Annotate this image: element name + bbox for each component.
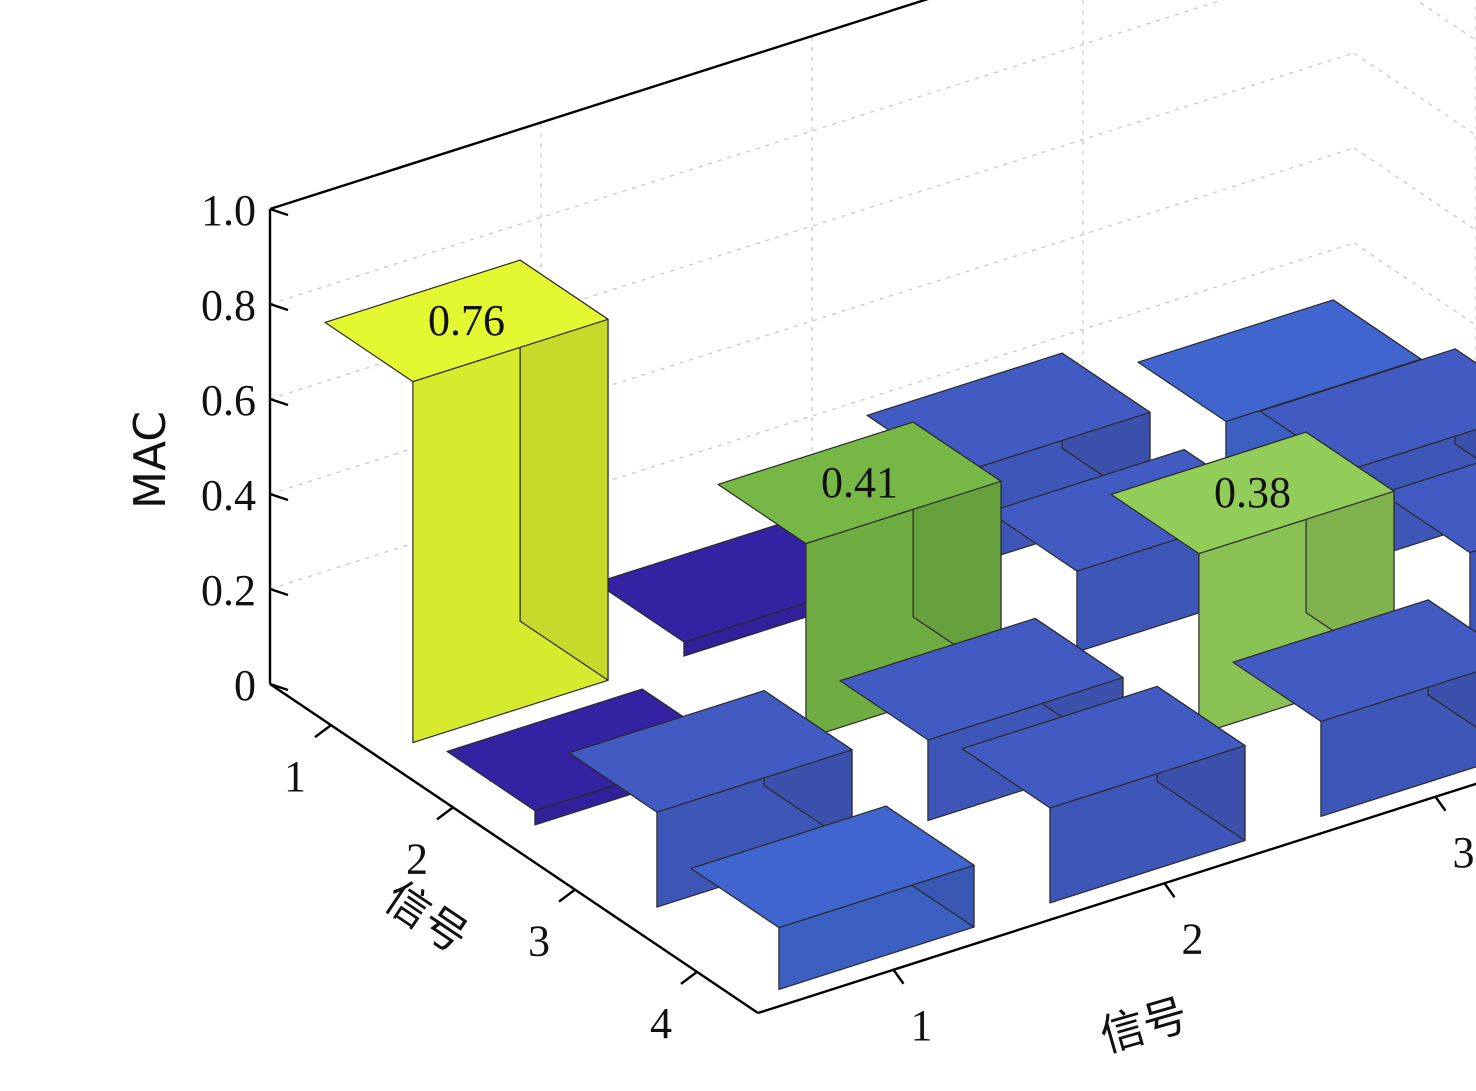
y-tick-label: 1 <box>911 1001 933 1050</box>
z-tick-label: 0.6 <box>201 376 256 425</box>
z-axis-title: MAC <box>125 411 176 509</box>
y-tick <box>1434 796 1447 812</box>
bar-face-front <box>1469 550 1476 649</box>
axis-edge <box>1354 0 1476 192</box>
bar-face-top <box>839 617 1124 741</box>
bar-face-top <box>568 689 853 813</box>
z-tick-label: 0.8 <box>201 281 256 330</box>
bar-face-top <box>690 805 975 929</box>
data-label: 0.38 <box>1214 468 1291 517</box>
z-tick-label: 0.2 <box>201 566 256 615</box>
axis-layer: 00.20.40.60.81.0MAC1234信号1234信号 <box>125 0 1476 1063</box>
bar-layer <box>324 259 1476 991</box>
bar-4-3 <box>1232 599 1476 818</box>
bar-face-top <box>961 685 1246 809</box>
z-tick <box>269 302 289 312</box>
axis-edge <box>757 782 1476 1015</box>
bar-face-top <box>1137 299 1422 422</box>
data-label: 0.41 <box>821 458 898 507</box>
bar-face-top <box>1381 462 1476 554</box>
z-tick <box>269 207 289 217</box>
data-label: 0.76 <box>428 296 505 345</box>
bar-4-2 <box>961 685 1246 904</box>
x-tick <box>314 724 332 739</box>
y-tick-label: 2 <box>1182 914 1204 963</box>
bar-4-1 <box>690 805 975 991</box>
z-tick-label: 0.4 <box>201 471 256 520</box>
bar-3-4 <box>1381 462 1476 649</box>
x-tick <box>558 888 576 903</box>
x-axis-title: 信号 <box>375 872 476 963</box>
x-tick-label: 4 <box>650 999 672 1048</box>
y-axis-title: 信号 <box>1095 989 1194 1062</box>
z-tick <box>269 682 289 692</box>
z-tick <box>269 492 289 502</box>
bar-face-top <box>1110 431 1395 555</box>
bar-2-2 <box>717 421 1002 740</box>
bar-face-top <box>324 259 609 383</box>
bar-face-top <box>1232 599 1476 723</box>
z-tick <box>269 397 289 407</box>
z-tick-label: 0 <box>234 661 256 710</box>
y-tick <box>892 969 905 985</box>
x-tick <box>436 806 454 821</box>
z-tick <box>269 587 289 597</box>
x-tick <box>680 970 698 985</box>
x-tick-label: 2 <box>406 834 428 883</box>
axis-edge <box>269 683 759 1014</box>
axis-edge <box>269 0 929 211</box>
bar-face-top <box>717 421 1002 545</box>
x-tick-label: 1 <box>284 752 306 801</box>
y-tick <box>1163 882 1176 898</box>
bar-1-1 <box>324 259 609 744</box>
grid-line-z <box>1415 0 1476 42</box>
z-tick-label: 1.0 <box>201 186 256 235</box>
x-tick-label: 3 <box>528 917 550 966</box>
bar-face-front <box>1320 671 1476 818</box>
label-layer: 0.760.410.380.29 <box>428 296 1291 517</box>
y-tick-label: 3 <box>1453 828 1475 877</box>
